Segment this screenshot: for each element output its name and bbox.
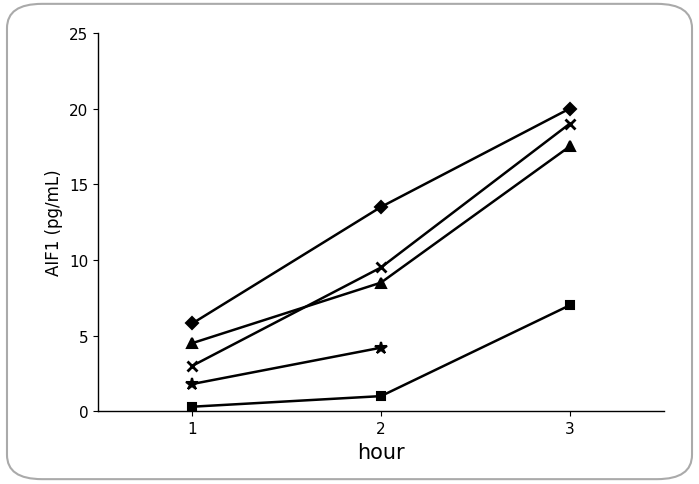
- X-axis label: hour: hour: [357, 441, 405, 462]
- Y-axis label: AIF1 (pg/mL): AIF1 (pg/mL): [45, 169, 64, 276]
